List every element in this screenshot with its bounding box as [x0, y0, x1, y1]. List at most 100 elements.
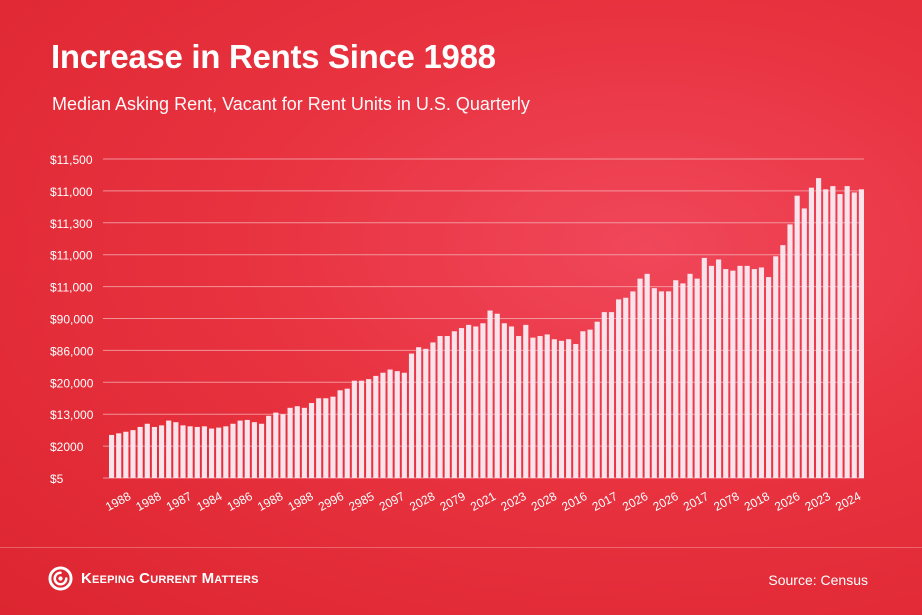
bar	[208, 428, 215, 478]
bar	[251, 422, 257, 478]
y-tick-label: $11,000	[50, 185, 93, 199]
bar	[473, 326, 479, 478]
bar	[801, 208, 807, 478]
bar	[558, 340, 565, 478]
bar	[123, 431, 129, 478]
bar	[858, 189, 864, 478]
bar	[708, 265, 715, 478]
bar	[187, 426, 193, 478]
x-tick-label: 2026	[772, 489, 802, 514]
y-tick-label: $90,000	[50, 313, 94, 327]
bar	[751, 269, 757, 478]
bar	[494, 313, 500, 478]
x-tick-label: 1988	[255, 489, 285, 514]
bar	[116, 433, 122, 478]
bar	[766, 277, 772, 478]
brand-name: Keeping Current Matters	[81, 570, 259, 587]
bar	[694, 278, 700, 479]
x-tick-label: 1988	[133, 489, 163, 514]
bar	[758, 267, 765, 478]
bar	[658, 291, 665, 478]
bar	[523, 324, 529, 478]
bar	[594, 321, 600, 478]
bar	[130, 430, 136, 478]
x-tick-label: 1988	[286, 489, 316, 514]
bar	[508, 326, 515, 478]
bar	[230, 423, 236, 478]
bar	[816, 178, 822, 478]
x-tick-label: 2028	[407, 489, 437, 514]
footer-divider	[0, 547, 922, 548]
kcm-swirl-icon	[48, 566, 73, 591]
bar	[408, 353, 415, 478]
x-tick-label: 2985	[346, 489, 376, 514]
bar	[273, 412, 279, 478]
bar	[294, 406, 300, 478]
bar	[673, 280, 679, 478]
bar	[266, 415, 272, 478]
bar	[237, 420, 243, 478]
bar	[830, 186, 836, 478]
bar	[837, 194, 843, 478]
x-tick-label: 2996	[316, 489, 346, 514]
bar	[430, 342, 436, 478]
bar	[380, 372, 386, 478]
bar-chart: $5 $2000 $13,000 $20,000 $86,000 $90,000 $11,0…	[50, 153, 864, 514]
bar	[794, 195, 800, 478]
bar	[330, 396, 336, 478]
bar	[773, 256, 779, 478]
bar	[680, 283, 686, 478]
y-tick-label: $11,300	[50, 217, 93, 231]
x-tick-label: 2028	[529, 489, 559, 514]
chart-subtitle: Median Asking Rent, Vacant for Rent Unit…	[52, 94, 530, 114]
bar	[466, 324, 472, 478]
y-tick-label: $13,000	[50, 408, 94, 422]
bar	[530, 337, 536, 478]
bar	[744, 265, 750, 478]
bar	[287, 407, 293, 478]
bar	[258, 423, 265, 478]
x-tick-label: 2021	[468, 489, 498, 514]
bar	[137, 426, 143, 478]
bar	[323, 398, 329, 478]
bar	[423, 348, 429, 478]
bar	[701, 257, 707, 478]
bar	[737, 265, 743, 478]
bar	[544, 334, 550, 478]
bar	[687, 273, 693, 478]
bar	[537, 336, 543, 478]
bar	[616, 299, 622, 478]
bar	[580, 331, 586, 478]
x-tick-label: 1986	[225, 489, 255, 514]
x-tick-label: 2016	[559, 489, 589, 514]
bar	[516, 336, 522, 478]
x-tick-label: 2018	[742, 489, 772, 514]
bar-series	[109, 178, 864, 479]
bar	[787, 224, 793, 478]
bar	[780, 245, 786, 478]
x-tick-label: 2023	[498, 489, 528, 514]
x-tick-label: 2017	[590, 489, 620, 514]
y-tick-label: $20,000	[50, 376, 94, 390]
bar	[416, 347, 422, 478]
bar	[851, 192, 857, 478]
bar	[301, 407, 307, 478]
x-tick-label: 2024	[833, 489, 863, 514]
bar	[587, 329, 593, 478]
bar	[566, 339, 572, 478]
bar	[630, 291, 636, 478]
bar	[308, 403, 315, 478]
bar	[387, 369, 393, 478]
bar	[444, 336, 450, 478]
bar	[401, 372, 407, 478]
bar	[808, 187, 815, 478]
bar	[823, 189, 829, 478]
bar	[637, 278, 643, 479]
bar	[480, 323, 486, 478]
chart-title: Increase in Rents Since 1988	[51, 38, 496, 75]
bar	[373, 375, 379, 478]
bar	[366, 379, 372, 478]
bar	[723, 269, 729, 478]
y-axis-ticks: $5 $2000 $13,000 $20,000 $86,000 $90,000 $11,0…	[50, 153, 94, 486]
bar	[194, 426, 200, 478]
